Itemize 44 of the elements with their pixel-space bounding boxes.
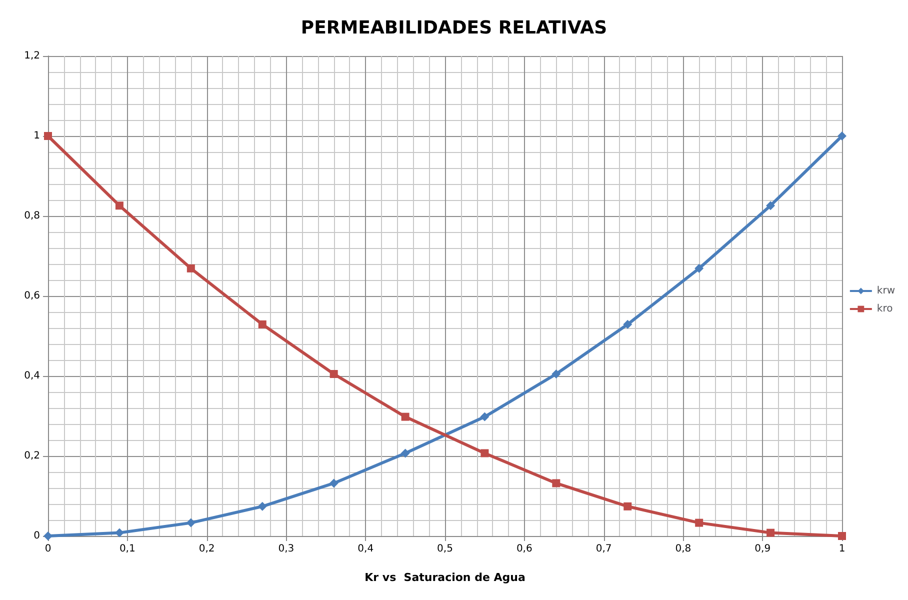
x-tick-label: 0,6 bbox=[516, 544, 532, 554]
x-tick-label: 0,5 bbox=[437, 544, 453, 554]
x-tick-label: 0,9 bbox=[754, 544, 771, 554]
x-tick-label: 0,7 bbox=[596, 544, 612, 554]
point bbox=[695, 518, 704, 527]
point bbox=[186, 518, 196, 528]
legend-label: kro bbox=[876, 304, 893, 314]
y-tick-label: 0,2 bbox=[24, 450, 40, 462]
point bbox=[694, 264, 704, 273]
x-tick-label: 0,3 bbox=[278, 544, 294, 554]
point bbox=[44, 132, 52, 140]
x-tick-label: 0 bbox=[44, 544, 52, 554]
point bbox=[330, 370, 338, 378]
point bbox=[480, 412, 490, 422]
point bbox=[186, 264, 195, 272]
x-tick-label: 0,2 bbox=[198, 544, 215, 554]
point bbox=[115, 202, 124, 210]
point bbox=[329, 478, 338, 488]
point bbox=[480, 449, 489, 458]
point bbox=[838, 132, 846, 140]
chart-title: PERMEABILIDADES RELATIVAS bbox=[300, 18, 608, 38]
point bbox=[258, 320, 266, 328]
x-axis-title: Kr vs Saturacion de Agua bbox=[364, 571, 526, 584]
point bbox=[838, 532, 846, 540]
point bbox=[401, 412, 410, 421]
point bbox=[258, 502, 267, 511]
y-tick-label: 1,2 bbox=[24, 50, 40, 62]
point bbox=[766, 528, 775, 537]
x-tick-label: 1 bbox=[838, 544, 846, 554]
point bbox=[552, 370, 561, 378]
y-tick-label: 1 bbox=[34, 130, 40, 142]
legend-label: krw bbox=[876, 286, 896, 296]
point bbox=[400, 448, 410, 458]
point bbox=[623, 320, 632, 329]
y-tick-label: 0,6 bbox=[24, 290, 40, 302]
point bbox=[552, 479, 560, 488]
y-tick-label: 0,8 bbox=[24, 210, 40, 222]
x-tick-label: 0,1 bbox=[119, 544, 136, 554]
x-tick-label: 0,8 bbox=[675, 544, 692, 554]
y-tick-label: 0 bbox=[34, 530, 40, 542]
point bbox=[624, 502, 632, 510]
x-tick-label: 0,4 bbox=[358, 544, 374, 554]
point bbox=[766, 201, 776, 210]
y-tick-label: 0,4 bbox=[24, 370, 40, 382]
